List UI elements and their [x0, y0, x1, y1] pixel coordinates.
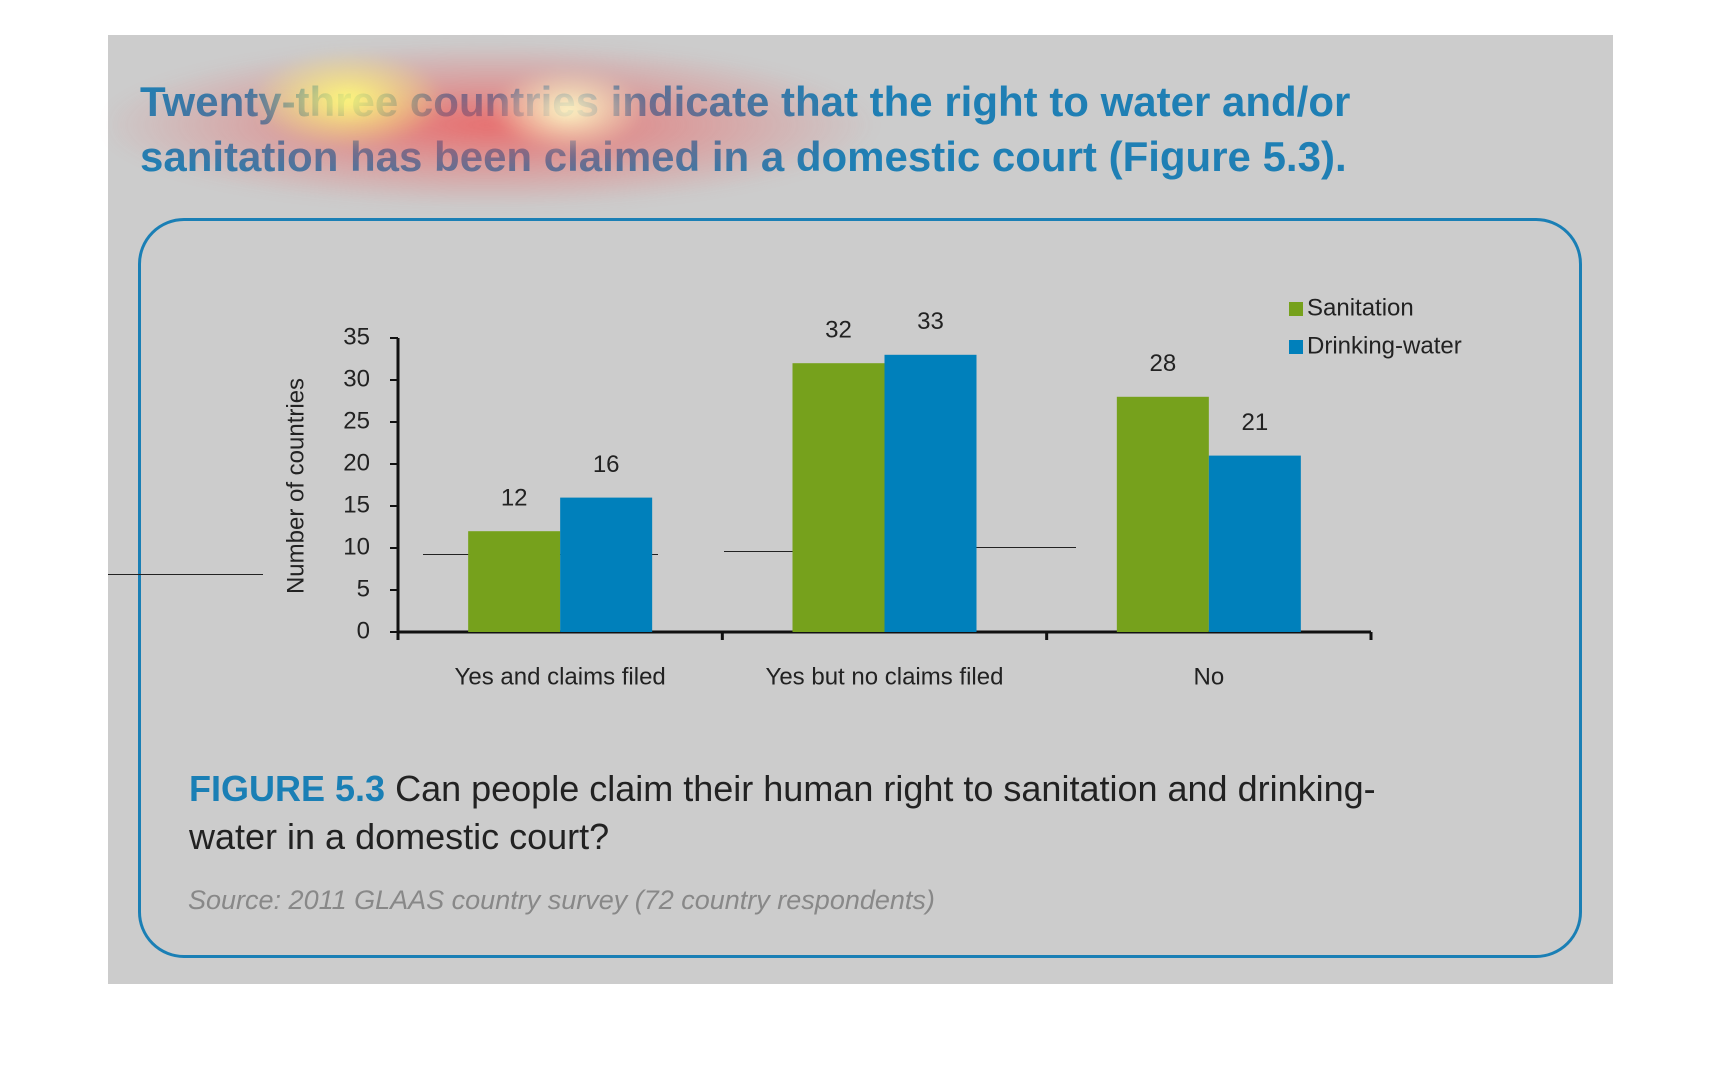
- y-tick-label: 25: [343, 407, 370, 434]
- value-label: 33: [917, 308, 944, 335]
- bar: [1208, 455, 1301, 632]
- bar: [1116, 396, 1209, 632]
- x-tick-label: Yes and claims filed: [455, 663, 666, 690]
- y-tick-label: 10: [343, 533, 370, 560]
- figure-box: [138, 218, 1582, 958]
- value-label: 16: [593, 451, 620, 478]
- x-tick-label: Yes but no claims filed: [766, 663, 1004, 690]
- caption-text: Can people claim their human right to sa…: [189, 768, 1376, 857]
- x-tick-label: No: [1193, 663, 1224, 690]
- value-label: 28: [1149, 350, 1176, 377]
- bar: [792, 363, 885, 632]
- figure-label: FIGURE 5.3: [189, 768, 386, 809]
- y-tick-label: 0: [357, 617, 370, 644]
- legend-swatch: [1289, 340, 1303, 354]
- bar: [560, 497, 653, 632]
- legend-label: Drinking-water: [1307, 332, 1462, 359]
- y-tick-label: 20: [343, 449, 370, 476]
- legend-swatch: [1289, 302, 1303, 316]
- value-label: 21: [1241, 409, 1268, 436]
- y-axis-label: Number of countries: [282, 378, 309, 594]
- legend-label: Sanitation: [1307, 294, 1414, 321]
- source: Source: 2011 GLAAS country survey (72 co…: [188, 885, 935, 915]
- caption: FIGURE 5.3 Can people claim their human …: [189, 765, 1389, 861]
- bar: [884, 354, 977, 632]
- y-tick-label: 15: [343, 491, 370, 518]
- y-tick-label: 5: [357, 575, 370, 602]
- y-tick-label: 30: [343, 365, 370, 392]
- value-label: 12: [501, 485, 528, 512]
- value-label: 32: [825, 317, 852, 344]
- bar: [468, 531, 561, 632]
- y-tick-label: 35: [343, 323, 370, 350]
- artifact-line: [108, 574, 263, 575]
- artifact-line: [952, 547, 1076, 548]
